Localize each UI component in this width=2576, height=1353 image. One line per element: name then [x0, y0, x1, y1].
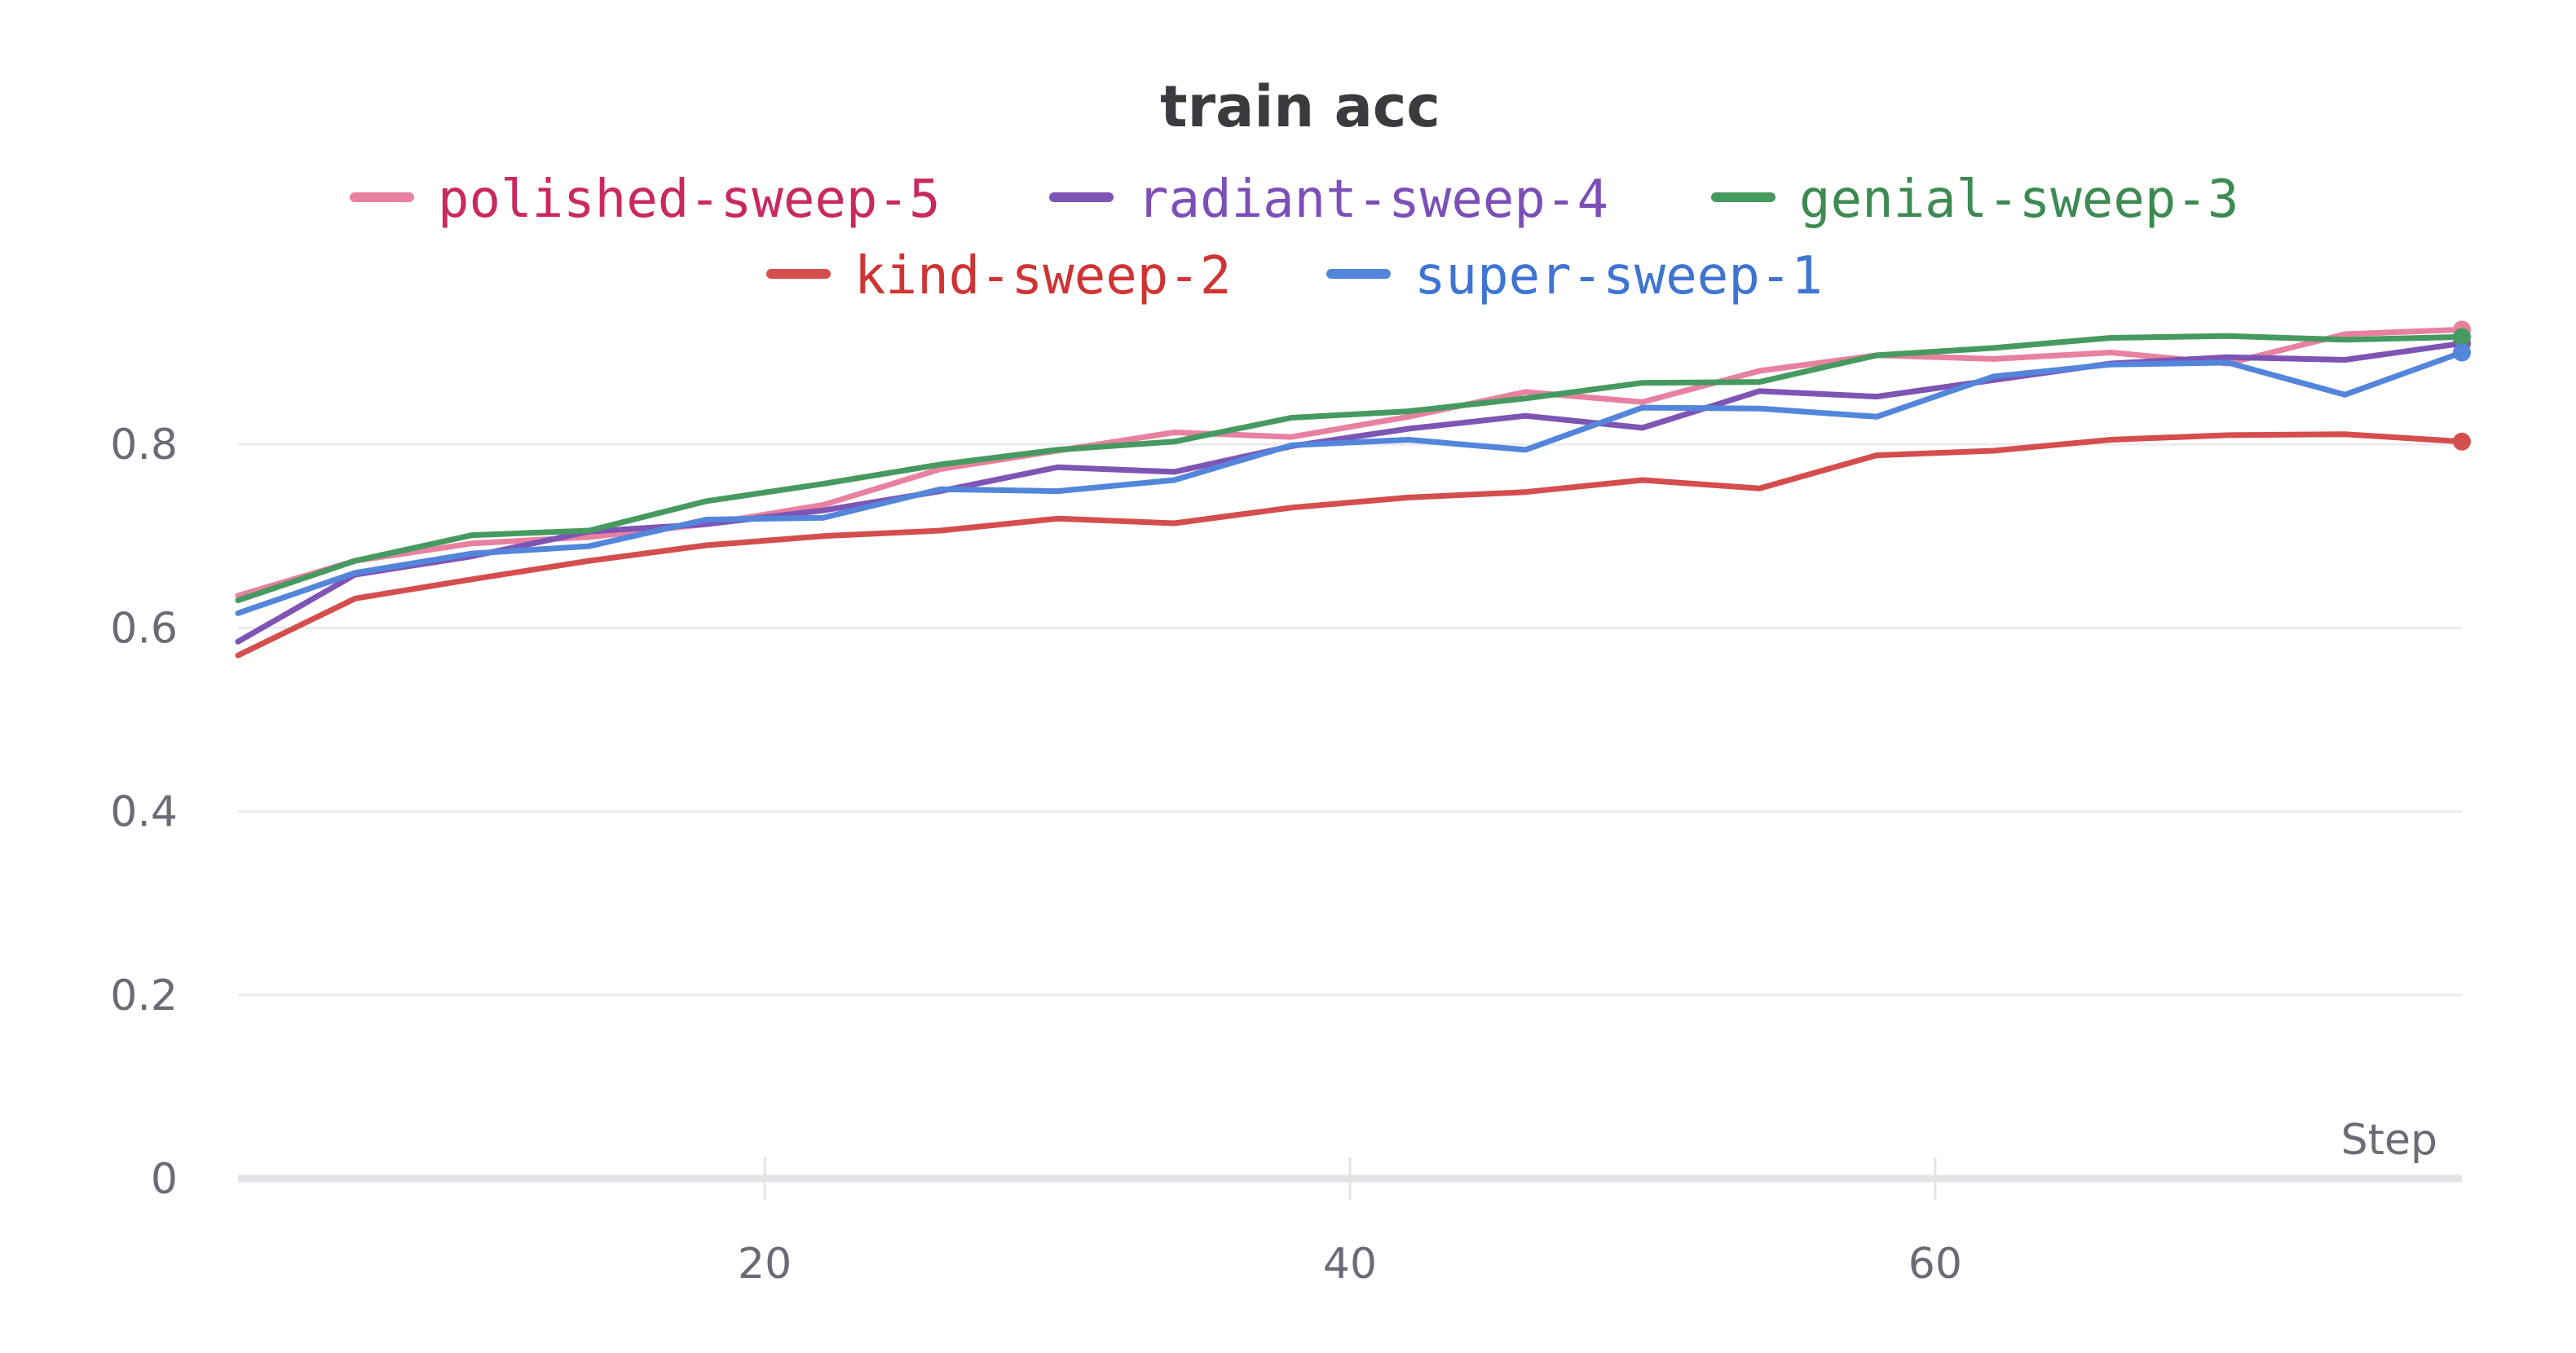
legend-item-radiant-sweep-4[interactable]: radiant-sweep-4: [1049, 170, 1608, 230]
series-lines: [235, 326, 2465, 659]
x-tick-label: 60: [1908, 1240, 1962, 1289]
x-tick-label: 40: [1323, 1240, 1377, 1289]
series-endpoint-genial-sweep-3[interactable]: [2453, 328, 2471, 346]
y-tick-label: 0.6: [110, 604, 178, 653]
chart-title: train acc: [1160, 73, 1440, 140]
x-axis-label: Step: [2341, 1116, 2437, 1165]
series-line-radiant-sweep-4[interactable]: [235, 340, 2465, 645]
series-endpoints: [2453, 320, 2471, 451]
series-endpoint-kind-sweep-2[interactable]: [2453, 432, 2471, 451]
y-tick-label: 0.4: [110, 788, 178, 837]
series-line-genial-sweep-3[interactable]: [235, 333, 2465, 604]
x-axis: 20 40 60: [738, 1157, 1962, 1289]
x-tick-label: 20: [738, 1240, 792, 1289]
legend-label-kind-sweep-2: kind-sweep-2: [854, 246, 1231, 306]
series-line-kind-sweep-2[interactable]: [235, 431, 2465, 659]
y-axis: 0 0.2 0.4 0.6 0.8: [110, 421, 178, 1204]
series-line-super-sweep-1[interactable]: [235, 350, 2465, 616]
series-line-polished-sweep-5[interactable]: [235, 326, 2465, 599]
legend-item-super-sweep-1[interactable]: super-sweep-1: [1326, 246, 1823, 306]
y-gridlines: [238, 443, 2462, 997]
legend-label-radiant-sweep-4: radiant-sweep-4: [1137, 170, 1608, 230]
series-endpoint-super-sweep-1[interactable]: [2453, 343, 2471, 362]
legend-label-genial-sweep-3: genial-sweep-3: [1799, 170, 2239, 230]
y-tick-label: 0.2: [110, 972, 178, 1020]
legend-item-kind-sweep-2[interactable]: kind-sweep-2: [766, 246, 1231, 306]
legend-item-polished-sweep-5[interactable]: polished-sweep-5: [350, 170, 941, 230]
y-tick-label: 0.8: [110, 421, 178, 469]
legend-item-genial-sweep-3[interactable]: genial-sweep-3: [1711, 170, 2239, 230]
y-tick-label: 0: [151, 1155, 178, 1204]
legend-label-polished-sweep-5: polished-sweep-5: [438, 170, 941, 230]
legend-label-super-sweep-1: super-sweep-1: [1414, 246, 1823, 306]
legend: polished-sweep-5 radiant-sweep-4 genial-…: [350, 170, 2239, 306]
